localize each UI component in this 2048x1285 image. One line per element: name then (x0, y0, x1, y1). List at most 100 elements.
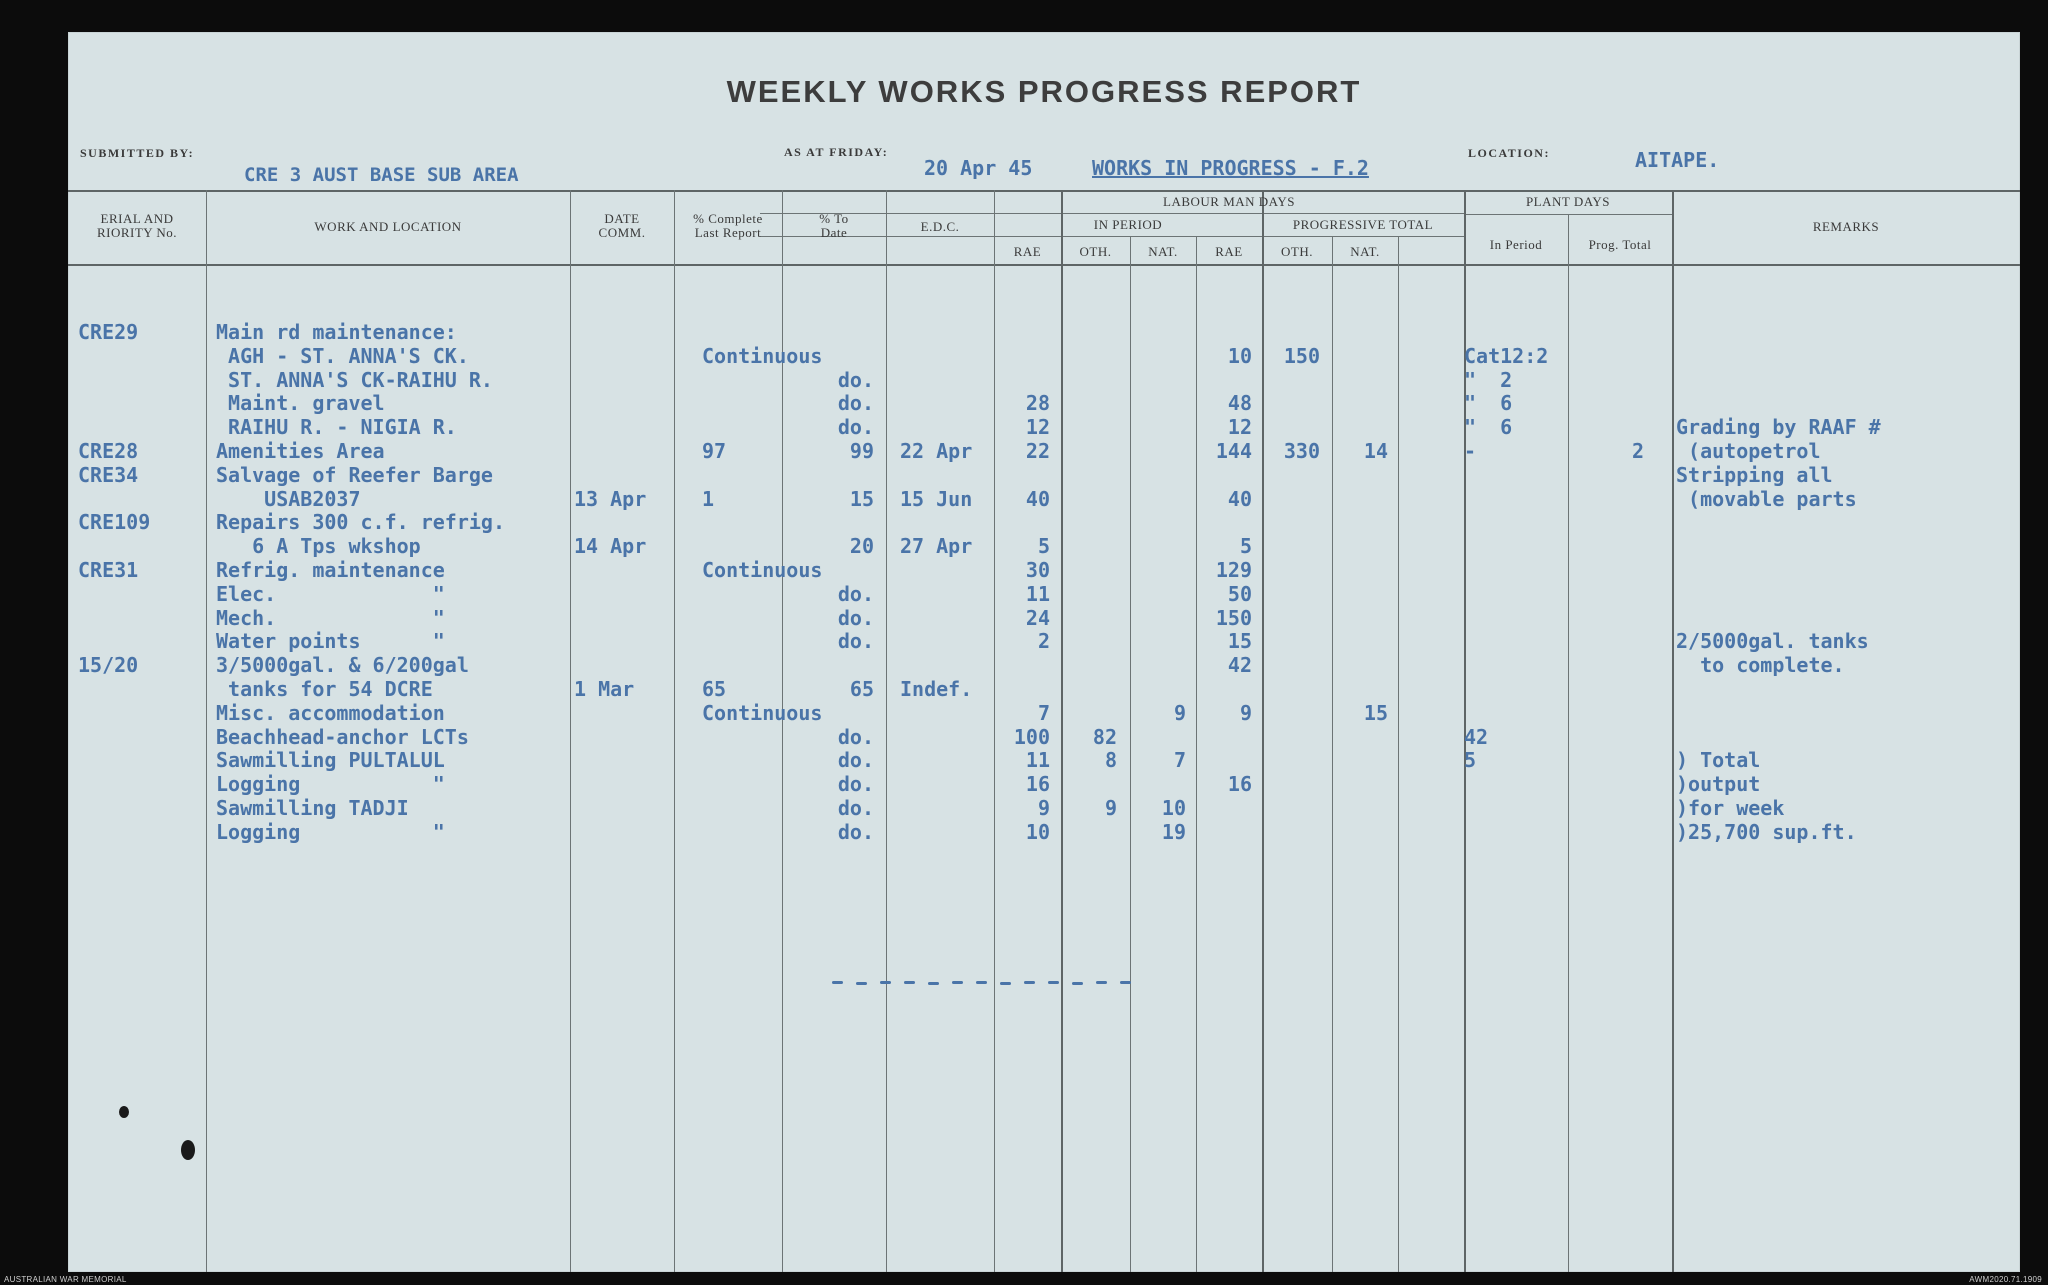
cell-work: 6 A Tps wkshop (216, 534, 421, 559)
header-labour-man-days: LABOUR MAN DAYS (1163, 194, 1295, 209)
cell-ip-rae: 9 (1037, 796, 1050, 820)
cell-serial: CRE28 (78, 439, 139, 463)
cell-work: Logging " (216, 772, 445, 797)
cell-last-report: 1 (702, 486, 715, 511)
dash-segment (880, 981, 891, 984)
cell-work: Amenities Area (216, 439, 385, 463)
header-plant-in-period: In Period (1489, 237, 1543, 252)
cell-remarks: )25,700 sup.ft. (1676, 819, 1857, 844)
cell-last-report: Continuous (702, 558, 823, 582)
cell-remarks: (autopetrol (1676, 439, 1821, 463)
cell-to-date: do. (837, 819, 874, 844)
header-last-report: % Complete Last Report (693, 211, 763, 240)
cell-plant-in-period: 42 (1464, 724, 1489, 749)
cell-work: Mech. " (216, 605, 445, 630)
cell-date-comm: 1 Mar (574, 677, 635, 701)
submitted-by-label: SUBMITTED BY: (80, 146, 195, 160)
cell-pt-rae: 9 (1239, 700, 1252, 725)
cell-work: RAIHU R. - NIGIA R. (216, 415, 457, 440)
cell-work: Elec. " (216, 581, 445, 606)
cell-ip-nat: 19 (1161, 819, 1186, 844)
cell-pt-rae: 150 (1215, 605, 1252, 630)
cell-remarks: ) Total (1676, 748, 1761, 773)
dash-segment (976, 981, 987, 984)
cell-last-report: Continuous (702, 700, 823, 725)
cell-ip-rae: 11 (1025, 748, 1050, 773)
dash-segment (1072, 982, 1083, 985)
cell-remarks: 2/5000gal. tanks (1676, 629, 1869, 654)
cell-pt-rae: 48 (1227, 391, 1252, 416)
cell-pt-rae: 144 (1215, 439, 1252, 463)
works-reference-value: WORKS IN PROGRESS - F.2 (1092, 156, 1369, 180)
cell-pt-rae: 5 (1239, 534, 1252, 559)
cell-date-comm: 14 Apr (574, 534, 647, 559)
cell-ip-oth: 8 (1104, 748, 1117, 773)
cell-work: ST. ANNA'S CK-RAIHU R. (216, 367, 493, 392)
cell-edc: 15 Jun (900, 486, 973, 511)
cell-last-report: 97 (702, 439, 727, 463)
report-sheet: WEEKLY WORKS PROGRESS REPORT SUBMITTED B… (68, 32, 2020, 1272)
cell-remarks: to complete. (1676, 653, 1845, 678)
cell-work: Main rd maintenance: (216, 320, 457, 344)
cell-ip-rae: 10 (1025, 819, 1050, 844)
cell-edc: Indef. (900, 677, 973, 701)
cell-plant-in-period: 5 (1464, 748, 1477, 773)
cell-to-date: do. (837, 748, 874, 773)
header-serial: ERIAL AND RIORITY No. (96, 211, 178, 240)
dash-segment (832, 981, 843, 984)
cell-ip-rae: 7 (1037, 700, 1050, 725)
cell-work: tanks for 54 DCRE (216, 677, 433, 701)
cell-to-date: do. (837, 391, 874, 416)
cell-plant-in-period: " 6 (1464, 391, 1513, 416)
cell-work: Maint. gravel (216, 391, 385, 416)
cell-work: Beachhead-anchor LCTs (216, 724, 469, 749)
cell-date-comm: 13 Apr (574, 486, 647, 511)
header-to-date: % To Date (819, 211, 849, 240)
header-work-location: WORK AND LOCATION (314, 219, 462, 234)
cell-pt-nat: 15 (1363, 700, 1388, 725)
cell-work: Logging " (216, 819, 445, 844)
cell-pt-rae: 50 (1227, 581, 1252, 606)
cell-pt-rae: 15 (1227, 629, 1252, 654)
cell-work: Repairs 300 c.f. refrig. (216, 510, 505, 535)
header-date-comm: DATE COMM. (598, 211, 646, 240)
cell-to-date: do. (837, 796, 874, 820)
cell-ip-rae: 24 (1025, 605, 1050, 630)
cell-to-date: 99 (849, 439, 874, 463)
cell-pt-rae: 129 (1215, 558, 1252, 582)
cell-serial: CRE31 (78, 558, 139, 582)
cell-remarks: Stripping all (1676, 462, 1833, 487)
cell-to-date: do. (837, 605, 874, 630)
cell-ip-nat: 10 (1161, 796, 1186, 820)
punch-mark (119, 1106, 129, 1118)
header-progressive-total: PROGRESSIVE TOTAL (1292, 217, 1434, 232)
cell-ip-rae: 22 (1025, 439, 1050, 463)
cell-plant-in-period: " 6 (1464, 415, 1513, 440)
cell-plant-prog-total: 2 (1631, 439, 1644, 463)
cell-ip-rae: 2 (1037, 629, 1050, 654)
cell-ip-nat: 9 (1173, 700, 1186, 725)
cell-work: Sawmilling TADJI (216, 796, 409, 820)
dash-segment (1048, 981, 1059, 984)
header-edc: E.D.C. (920, 219, 960, 234)
dash-segment (904, 981, 915, 984)
cell-pt-rae: 16 (1227, 772, 1252, 797)
cell-work: 3/5000gal. & 6/200gal (216, 653, 469, 678)
cell-ip-rae: 40 (1025, 486, 1050, 511)
dash-segment (1096, 981, 1107, 984)
cell-plant-in-period: Cat12:2 (1464, 343, 1549, 368)
header-ip-rae: RAE (1013, 244, 1042, 259)
header-plant-prog-total: Prog. Total (1588, 237, 1652, 252)
cell-pt-oth: 330 (1283, 439, 1320, 463)
cell-work: Misc. accommodation (216, 700, 445, 725)
dash-segment (1120, 981, 1131, 984)
cell-serial: CRE34 (78, 462, 139, 487)
dash-segment (952, 981, 963, 984)
location-label: LOCATION: (1468, 146, 1550, 160)
submitted-by-value: CRE 3 AUST BASE SUB AREA (244, 164, 519, 186)
cell-remarks: )output (1676, 772, 1761, 797)
cell-to-date: 20 (849, 534, 874, 559)
footer-left-caption: AUSTRALIAN WAR MEMORIAL (4, 1275, 127, 1284)
cell-work: Water points " (216, 629, 445, 654)
cell-work: Refrig. maintenance (216, 558, 445, 582)
